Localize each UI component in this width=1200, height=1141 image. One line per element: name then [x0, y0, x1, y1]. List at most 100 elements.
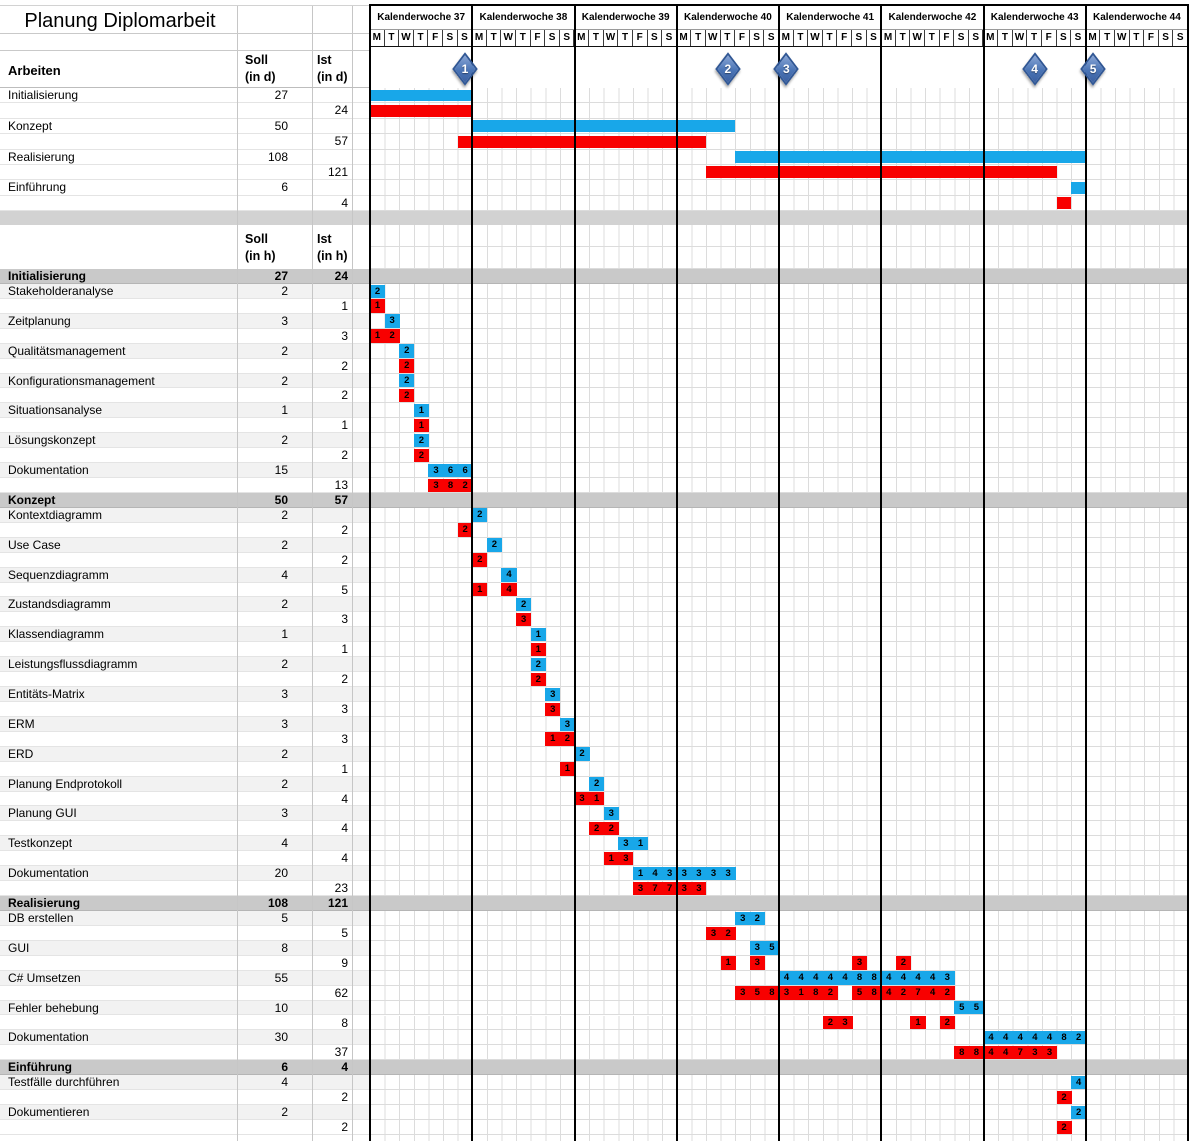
soll-day-cell: 5 [764, 941, 780, 955]
ist-day-cell: 2 [413, 448, 429, 463]
soll-value: 3 [281, 313, 288, 328]
soll-day-cell: 4 [1027, 1031, 1043, 1045]
left-row [0, 1000, 370, 1016]
ist-day-cell: 5 [852, 986, 868, 1000]
ist-day-cell: 7 [647, 881, 663, 896]
ist-day-cell: 1 [793, 986, 809, 1000]
soll-day-cell: 2 [472, 508, 488, 522]
left-row [0, 1045, 370, 1061]
week-header-cell: Kalenderwoche 42 [881, 5, 984, 30]
left-row [0, 1135, 370, 1141]
soll-value: 3 [281, 687, 288, 702]
ist-value: 24 [334, 103, 348, 118]
ist-value: 5 [341, 582, 348, 597]
week-divider [1084, 3, 1087, 1141]
soll-bar [735, 151, 1086, 163]
soll-day-cell: 3 [662, 866, 678, 881]
task-name: Realisierung [8, 896, 81, 911]
ist-day-cell: 2 [472, 553, 488, 567]
soll-day-cell: 1 [632, 866, 649, 881]
week-header-cell: Kalenderwoche 38 [472, 5, 575, 30]
soll-day-cell: 4 [1041, 1031, 1058, 1045]
ist-day-cell: 3 [676, 881, 692, 896]
left-row [0, 746, 370, 762]
day-header-cell: T [1130, 30, 1145, 46]
left-row [0, 866, 370, 882]
left-row [0, 612, 370, 628]
soll-day-cell: 6 [457, 463, 473, 478]
section-header-row [0, 492, 1188, 508]
ist-day-cell: 2 [822, 986, 838, 1000]
week-header-cell: Kalenderwoche 37 [370, 5, 473, 30]
milestone-diamond: 1 [451, 51, 479, 87]
soll-bar [1071, 181, 1086, 194]
soll-day-cell: 3 [705, 866, 722, 881]
soll-day-cell: 2 [486, 538, 502, 552]
soll-bar [472, 120, 736, 133]
soll-day-cell: 2 [399, 344, 415, 358]
left-row [0, 134, 370, 150]
soll-day-cell: 2 [516, 598, 532, 612]
col-header-ist-days-line2: (in d) [317, 70, 348, 84]
ist-value: 121 [327, 164, 348, 179]
left-row [0, 702, 370, 717]
day-header-cell: T [925, 30, 940, 46]
left-row [0, 359, 370, 374]
day-header-cell: T [414, 30, 429, 46]
milestone-diamond: 4 [1021, 51, 1049, 87]
left-row [0, 567, 370, 583]
left-row [0, 1105, 370, 1120]
task-name: ERD [8, 746, 34, 761]
ist-value: 4 [341, 851, 348, 866]
task-name: Konzept [8, 118, 53, 133]
ist-value: 2 [341, 1090, 348, 1105]
week-divider [675, 3, 678, 1141]
milestone-label: 4 [1031, 62, 1038, 76]
ist-value: 23 [334, 881, 348, 896]
ist-day-cell: 2 [559, 732, 575, 746]
day-header-cell: S [560, 30, 575, 46]
col-header-soll-hours-line1: Soll [245, 232, 268, 246]
soll-day-cell: 3 [749, 941, 765, 955]
col-header-ist-hours: Ist (in h) [317, 231, 348, 265]
soll-day-cell: 4 [808, 971, 824, 985]
ist-day-cell: 2 [530, 672, 546, 687]
task-name: Kontextdiagramm [8, 507, 103, 522]
soll-day-cell: 4 [895, 971, 911, 985]
ist-day-cell: 8 [443, 478, 459, 492]
day-header-cell: T [896, 30, 911, 46]
left-row [0, 970, 370, 986]
milestone-label: 2 [724, 62, 732, 76]
day-header-cell: T [1100, 30, 1115, 46]
soll-day-cell: 4 [779, 971, 795, 985]
soll-value: 2 [281, 373, 288, 388]
day-header-cell: S [458, 30, 473, 46]
ist-day-cell: 1 [413, 418, 429, 433]
left-row [0, 180, 370, 196]
soll-day-cell: 3 [735, 911, 751, 925]
task-name: Stakeholderanalyse [8, 283, 114, 298]
soll-value: 2 [281, 776, 288, 791]
task-name: Dokumentieren [8, 1105, 90, 1120]
column-divider [352, 5, 353, 1141]
left-row [0, 373, 370, 389]
ist-day-cell: 5 [749, 986, 765, 1000]
section-header-row [0, 269, 1188, 284]
soll-day-cell: 5 [954, 1001, 970, 1015]
ist-day-cell: 3 [837, 1016, 853, 1030]
ist-value: 2 [341, 672, 348, 687]
task-name: Zustandsdiagramm [8, 597, 111, 612]
soll-value: 4 [281, 567, 288, 582]
ist-day-cell: 3 [705, 926, 722, 940]
left-row [0, 523, 370, 538]
soll-day-cell: 3 [384, 314, 400, 328]
soll-value: 3 [281, 716, 288, 731]
left-row [0, 732, 370, 747]
col-header-soll-days-line2: (in d) [245, 70, 276, 84]
soll-day-cell: 2 [1071, 1031, 1087, 1045]
soll-value: 4 [281, 836, 288, 851]
ist-day-cell: 8 [808, 986, 824, 1000]
task-name: C# Umsetzen [8, 970, 81, 985]
ist-day-cell: 3 [779, 986, 795, 1000]
ist-day-cell: 8 [764, 986, 780, 1000]
